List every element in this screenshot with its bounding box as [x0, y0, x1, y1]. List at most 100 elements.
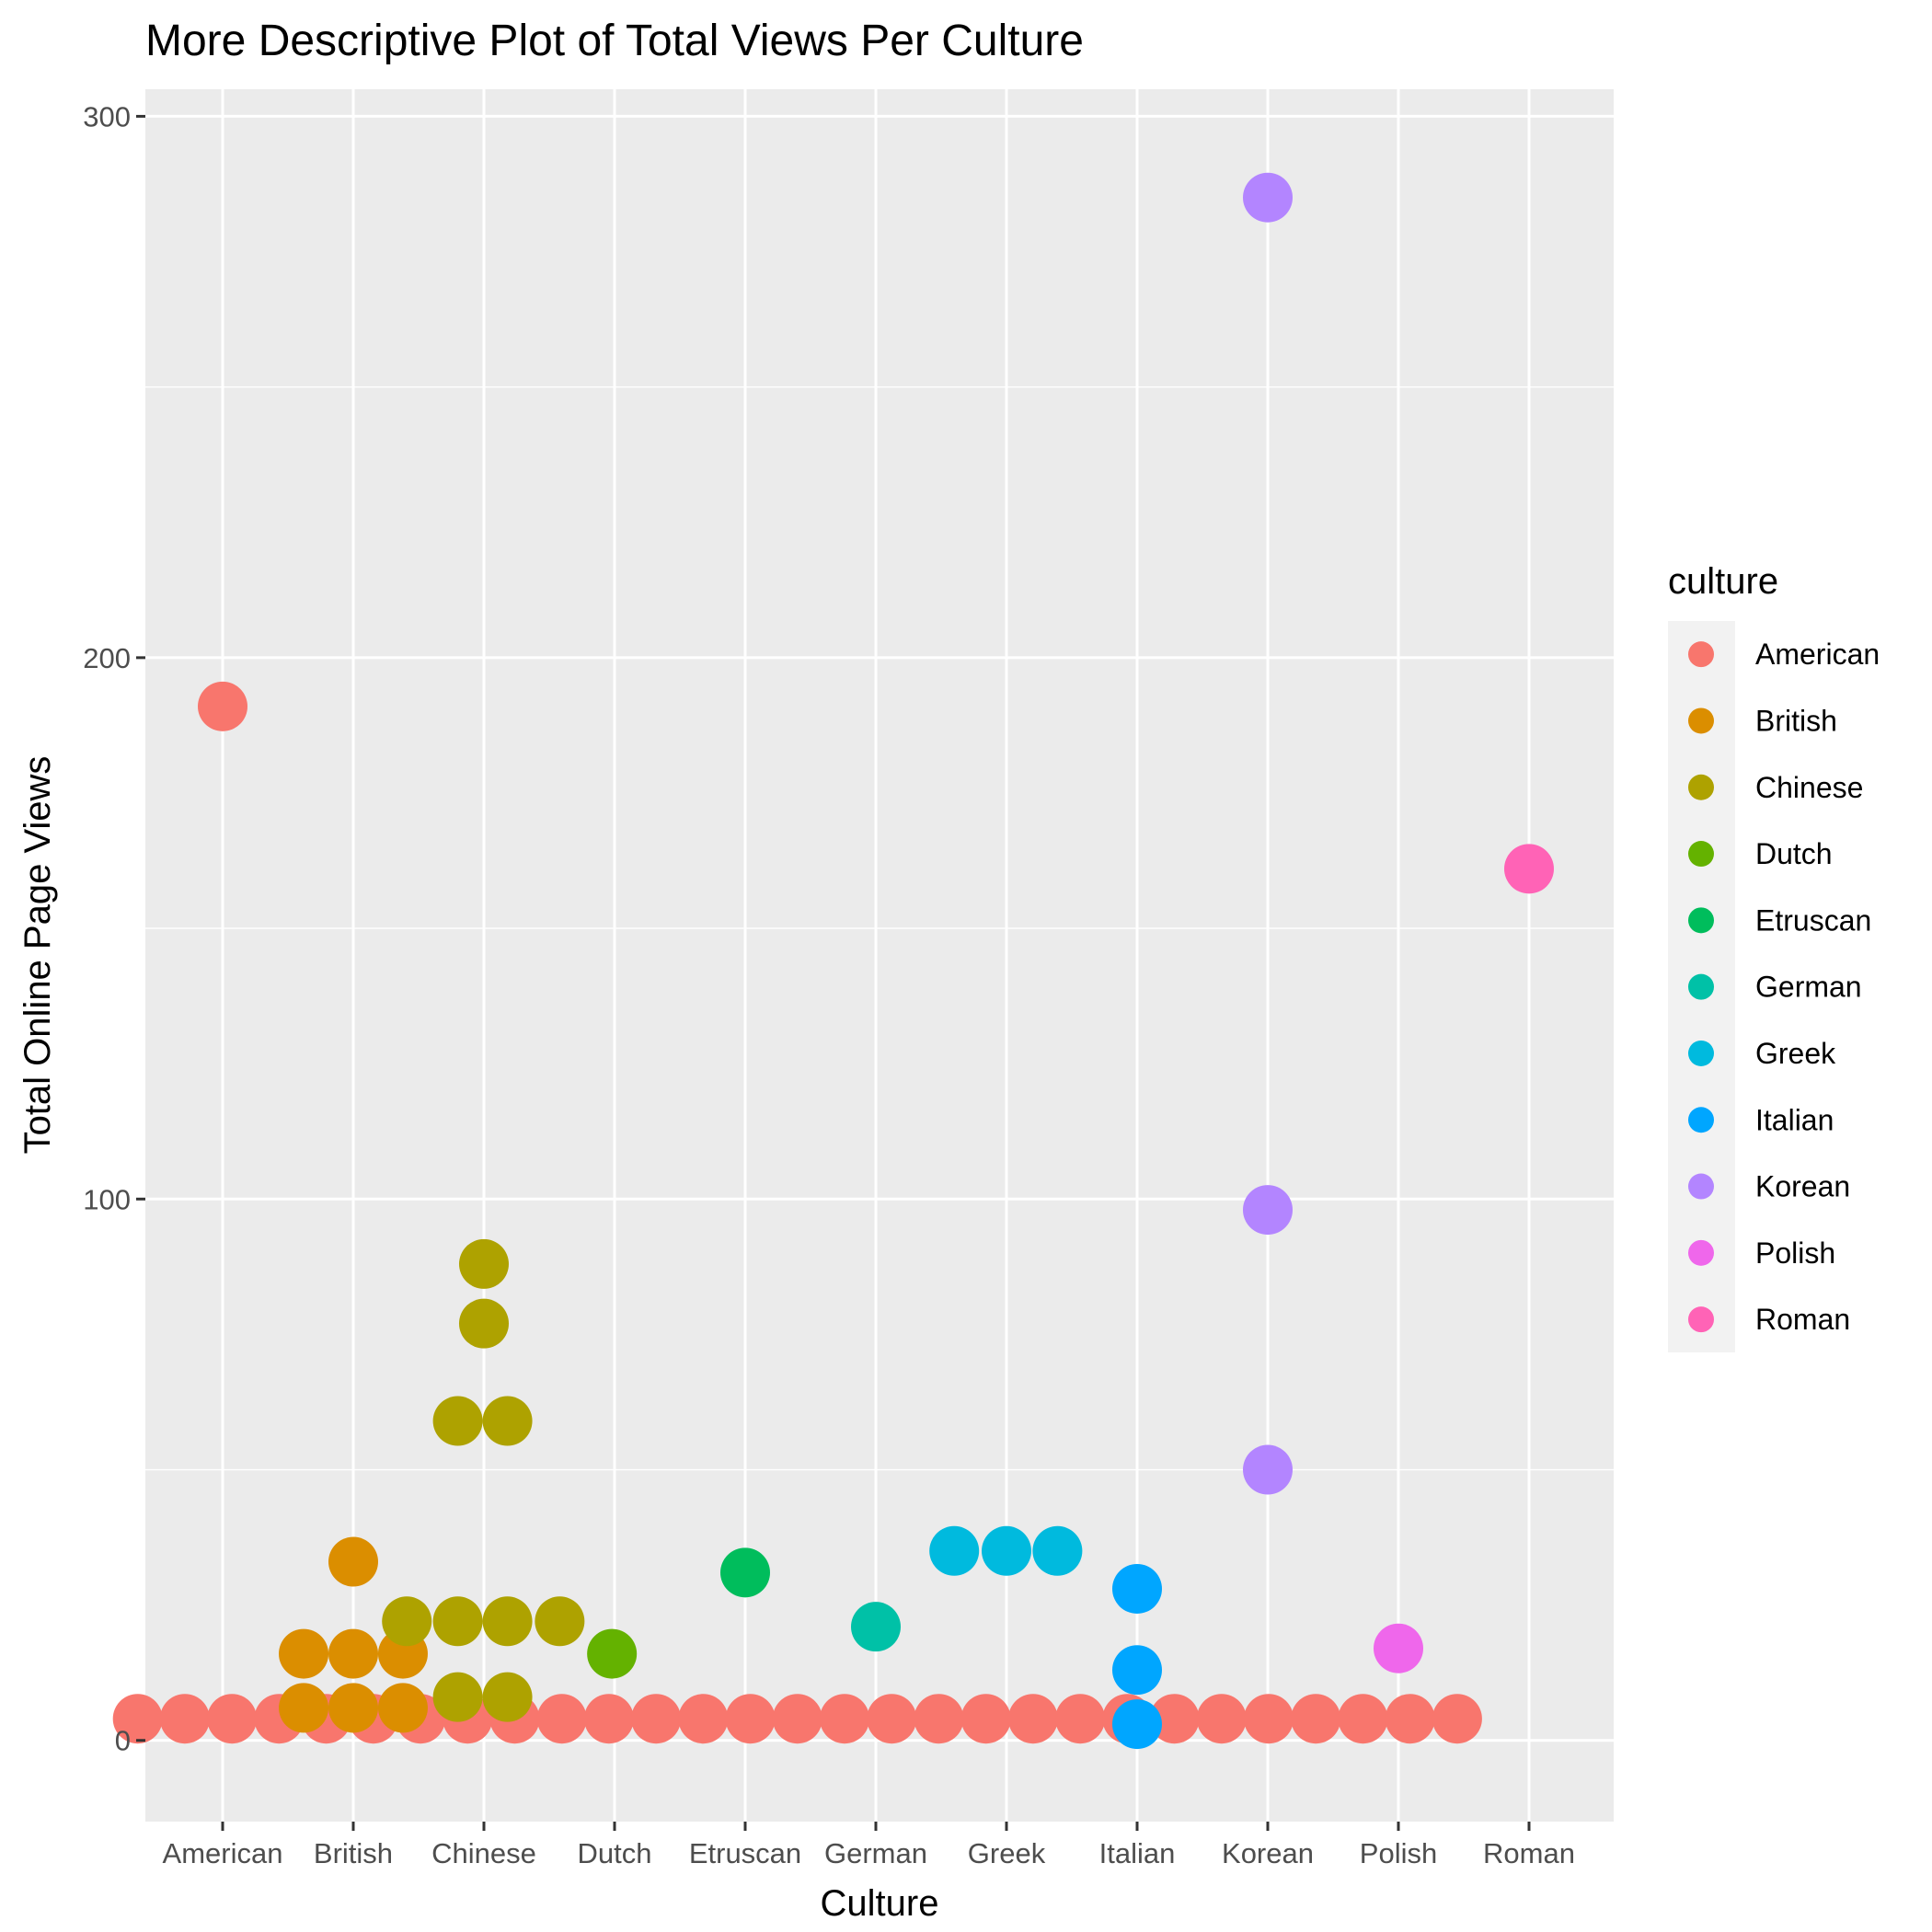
data-point-chinese — [432, 1672, 483, 1722]
y-axis: 0 100 200 300 — [83, 100, 145, 1757]
grid-lines — [145, 89, 1614, 1822]
legend-key-british — [1688, 707, 1714, 734]
legend-key-german — [1688, 973, 1714, 1000]
data-point-british — [328, 1536, 378, 1587]
data-point-american — [1432, 1694, 1482, 1744]
data-point-american — [725, 1694, 776, 1744]
data-point-polish — [1374, 1623, 1423, 1673]
data-point-greek — [929, 1525, 980, 1576]
data-point-british — [328, 1628, 378, 1679]
data-point-korean — [1243, 172, 1293, 223]
y-tick-label: 200 — [83, 642, 131, 674]
legend-label: British — [1755, 704, 1837, 737]
data-point-greek — [982, 1525, 1031, 1576]
x-tick-label: Italian — [1099, 1837, 1176, 1869]
x-tick-label: Etruscan — [689, 1837, 801, 1869]
legend-entries: American British Chinese Dutch Etruscan Germa… — [1688, 638, 1880, 1336]
x-axis: American British Chinese Dutch Etruscan Germa… — [163, 1822, 1575, 1869]
legend-label: German — [1755, 971, 1862, 1004]
legend-key-dutch — [1688, 841, 1714, 868]
data-point-american — [1244, 1694, 1294, 1744]
legend-key-polish — [1688, 1239, 1714, 1266]
data-point-chinese — [459, 1238, 509, 1289]
y-tick-label: 100 — [83, 1183, 131, 1215]
plot-panel — [145, 89, 1614, 1822]
data-point-italian — [1112, 1699, 1162, 1750]
data-point-american — [1055, 1694, 1106, 1744]
data-point-american — [1385, 1694, 1435, 1744]
legend-key-roman — [1688, 1306, 1714, 1333]
x-tick-label: American — [163, 1837, 283, 1869]
legend-label: Roman — [1755, 1303, 1850, 1336]
legend-key-korean — [1688, 1173, 1714, 1200]
legend: culture American British Chinese Dutch Etrus… — [1668, 561, 1880, 1352]
data-point-chinese — [482, 1596, 533, 1647]
data-point-american — [1149, 1694, 1200, 1744]
legend-label: Greek — [1755, 1037, 1836, 1070]
legend-key-american — [1688, 641, 1714, 668]
x-tick-label: Greek — [968, 1837, 1046, 1869]
data-point-chinese — [432, 1596, 483, 1647]
x-tick-label: Chinese — [431, 1837, 536, 1869]
data-point-italian — [1112, 1563, 1162, 1614]
x-tick-label: German — [824, 1837, 927, 1869]
data-point-american — [678, 1694, 729, 1744]
data-point-dutch — [587, 1628, 638, 1679]
data-point-american — [867, 1694, 917, 1744]
data-point-american — [1338, 1694, 1388, 1744]
data-point-italian — [1112, 1645, 1162, 1696]
data-point-american — [112, 1694, 163, 1744]
data-point-german — [851, 1602, 901, 1652]
data-point-chinese — [459, 1298, 509, 1349]
data-point-american — [583, 1694, 634, 1744]
data-point-british — [328, 1683, 378, 1733]
legend-label: Etruscan — [1755, 903, 1871, 937]
data-point-british — [279, 1683, 329, 1733]
legend-label: Polish — [1755, 1236, 1835, 1270]
legend-label: American — [1755, 638, 1880, 671]
data-point-korean — [1243, 1444, 1293, 1495]
x-tick-label: Roman — [1483, 1837, 1575, 1869]
data-point-chinese — [482, 1396, 533, 1446]
data-point-british — [279, 1628, 329, 1679]
legend-label: Dutch — [1755, 837, 1833, 870]
data-point-american — [1196, 1694, 1247, 1744]
x-axis-title: Culture — [821, 1883, 939, 1924]
data-points — [112, 172, 1554, 1750]
y-tick-label: 0 — [115, 1725, 131, 1757]
data-point-chinese — [382, 1596, 432, 1647]
legend-title: culture — [1668, 561, 1778, 602]
data-point-american — [536, 1694, 587, 1744]
data-point-greek — [1032, 1525, 1083, 1576]
data-point-etruscan — [720, 1547, 770, 1598]
x-tick-label: Polish — [1360, 1837, 1437, 1869]
legend-key-greek — [1688, 1040, 1714, 1066]
data-point-american — [914, 1694, 964, 1744]
data-point-british — [377, 1683, 428, 1733]
legend-label: Korean — [1755, 1170, 1850, 1203]
data-point-american — [1291, 1694, 1341, 1744]
legend-label: Italian — [1755, 1103, 1834, 1136]
data-point-american — [159, 1694, 210, 1744]
legend-key-italian — [1688, 1107, 1714, 1133]
data-point-american — [1007, 1694, 1058, 1744]
chart-title: More Descriptive Plot of Total Views Per… — [145, 17, 1084, 65]
data-point-american — [772, 1694, 822, 1744]
data-point-chinese — [432, 1396, 483, 1446]
data-point-american — [631, 1694, 682, 1744]
x-tick-label: Dutch — [578, 1837, 652, 1869]
data-point-chinese — [482, 1672, 533, 1722]
x-tick-label: British — [314, 1837, 393, 1869]
data-point-chinese — [535, 1596, 585, 1647]
data-point-korean — [1243, 1185, 1293, 1236]
y-axis-title: Total Online Page Views — [17, 756, 58, 1155]
y-tick-label: 300 — [83, 100, 131, 132]
legend-key-chinese — [1688, 774, 1714, 800]
data-point-roman — [1504, 844, 1554, 894]
data-point-american — [207, 1694, 258, 1744]
data-point-american — [198, 681, 247, 731]
data-point-american — [960, 1694, 1011, 1744]
x-tick-label: Korean — [1222, 1837, 1314, 1869]
data-point-american — [820, 1694, 870, 1744]
